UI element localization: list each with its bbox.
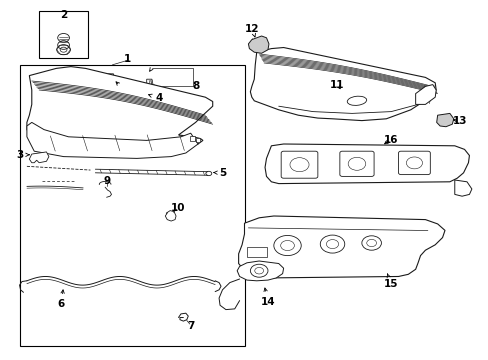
Text: 8: 8	[192, 81, 199, 91]
Text: 14: 14	[260, 288, 275, 307]
Bar	[39, 11, 88, 58]
Polygon shape	[415, 85, 435, 104]
Text: 15: 15	[383, 274, 398, 289]
Polygon shape	[238, 216, 444, 278]
Text: 7: 7	[186, 321, 194, 331]
Bar	[195, 138, 200, 142]
Text: 4: 4	[148, 93, 163, 103]
FancyBboxPatch shape	[398, 151, 429, 175]
Text: 9: 9	[103, 176, 110, 186]
Polygon shape	[248, 36, 268, 53]
Text: 13: 13	[451, 116, 466, 126]
Bar	[20, 65, 244, 346]
FancyBboxPatch shape	[281, 151, 317, 178]
Polygon shape	[237, 261, 283, 281]
Text: 5: 5	[213, 168, 225, 178]
Text: 16: 16	[383, 135, 398, 145]
Text: 2: 2	[60, 10, 67, 20]
Bar	[246, 247, 266, 257]
Text: 12: 12	[244, 24, 259, 37]
Text: 10: 10	[171, 203, 185, 213]
Text: 11: 11	[329, 80, 344, 90]
Polygon shape	[250, 48, 435, 121]
Text: 3: 3	[16, 150, 29, 160]
Text: 6: 6	[58, 290, 64, 309]
Polygon shape	[454, 180, 471, 196]
Polygon shape	[27, 67, 212, 146]
Polygon shape	[146, 79, 154, 89]
Polygon shape	[436, 113, 453, 127]
Text: 1: 1	[123, 54, 130, 64]
Polygon shape	[27, 122, 198, 158]
Polygon shape	[264, 144, 468, 184]
Bar	[189, 136, 194, 141]
FancyBboxPatch shape	[339, 151, 373, 176]
Polygon shape	[29, 152, 49, 163]
Polygon shape	[107, 74, 116, 85]
Polygon shape	[118, 84, 161, 100]
